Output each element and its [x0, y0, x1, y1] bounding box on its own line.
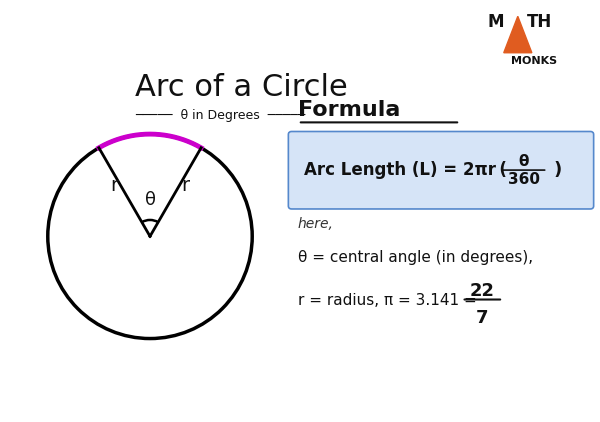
Text: Arc Length (L) = 2πr (: Arc Length (L) = 2πr (	[304, 161, 507, 179]
Text: TH: TH	[527, 14, 552, 31]
Text: M: M	[488, 14, 505, 31]
Text: ): )	[554, 161, 562, 179]
Text: ─────  θ in Degrees  ─────: ───── θ in Degrees ─────	[136, 109, 306, 122]
Text: θ: θ	[518, 154, 529, 169]
Text: r: r	[182, 176, 190, 195]
Text: 360: 360	[508, 172, 539, 187]
Text: MONKS: MONKS	[511, 56, 557, 66]
Text: r = radius, π = 3.141 =: r = radius, π = 3.141 =	[298, 292, 482, 308]
Text: here,: here,	[298, 216, 334, 230]
Text: Arc of a Circle: Arc of a Circle	[136, 73, 348, 103]
Text: θ: θ	[145, 191, 155, 209]
Text: θ = central angle (in degrees),: θ = central angle (in degrees),	[298, 250, 533, 265]
Text: 7: 7	[476, 309, 488, 327]
Text: r: r	[110, 176, 118, 195]
Polygon shape	[504, 16, 532, 53]
Text: Formula: Formula	[298, 100, 400, 119]
Text: 22: 22	[470, 282, 495, 300]
FancyBboxPatch shape	[289, 132, 593, 209]
